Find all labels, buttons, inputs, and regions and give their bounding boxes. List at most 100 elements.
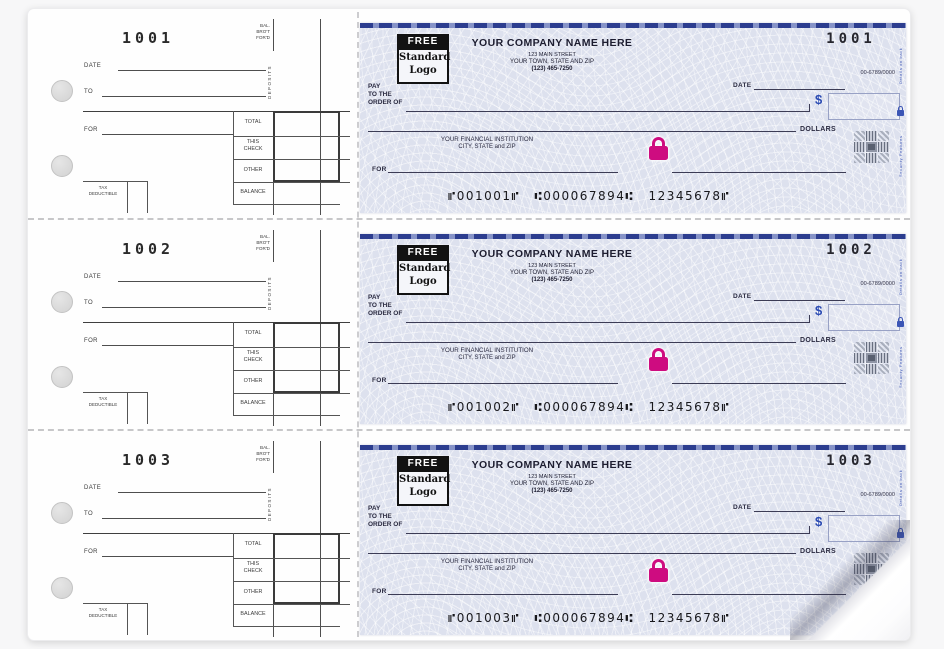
stub-for-line <box>102 123 233 135</box>
stub-perforation-line <box>357 12 359 637</box>
check-top-security-border <box>360 234 906 239</box>
checkbook-page: 1001 DATE TO BAL. BRO'T FOR'D DEPOSITS <box>27 8 911 641</box>
security-edge-column: Details on back Security Features <box>896 242 905 418</box>
pay-to-order-label: PAY TO THE ORDER OF <box>368 83 403 106</box>
check-for-line <box>388 164 618 173</box>
stub-date-line <box>118 270 266 282</box>
punch-hole <box>51 155 73 177</box>
logo-free-label: FREE <box>397 34 449 50</box>
bank-city-state-zip: CITY, STATE and ZIP <box>458 144 516 150</box>
payee-line <box>406 525 809 534</box>
company-name: YOUR COMPANY NAME HERE <box>471 459 633 471</box>
payee-line <box>406 314 809 323</box>
logo-free-label: FREE <box>397 245 449 261</box>
stub-tax-line <box>83 392 147 393</box>
bank-city-state-zip: CITY, STATE and ZIP <box>458 355 516 361</box>
company-street: 123 MAIN STREET <box>528 474 576 480</box>
padlock-icon <box>897 528 905 538</box>
stub-deposits-label: DEPOSITS <box>267 51 280 113</box>
company-city-state-zip: YOUR TOWN, STATE AND ZIP <box>510 59 594 65</box>
bank-name: YOUR FINANCIAL INSTITUTION <box>440 558 534 565</box>
stub-row-line <box>233 558 350 559</box>
page-curl <box>808 538 910 640</box>
pay-to-order-label: PAY TO THE ORDER OF <box>368 294 403 317</box>
security-lock-icon <box>647 559 669 582</box>
amount-words-line <box>368 334 796 343</box>
security-features-label: Security Features <box>898 346 903 388</box>
check: FREE Standard Logo YOUR COMPANY NAME HER… <box>360 23 906 213</box>
stub-row-line <box>233 393 350 394</box>
bank-name: YOUR FINANCIAL INSTITUTION <box>440 136 534 143</box>
check-date-label: DATE <box>733 293 752 300</box>
stub-row-line <box>233 347 350 348</box>
micr-line: ⑈001003⑈ ⑆000067894⑆ 12345678⑈ <box>448 611 731 625</box>
check-for-line <box>388 586 618 595</box>
stub-divider-line <box>83 533 350 534</box>
details-on-back-label: Details on back <box>898 258 903 296</box>
padlock-icon <box>897 106 905 116</box>
stub-tax-tick <box>127 603 128 635</box>
routing-fraction: 00-6789/0000 <box>860 281 895 287</box>
check-top-security-border <box>360 23 906 28</box>
punch-hole <box>51 502 73 524</box>
company-name: YOUR COMPANY NAME HERE <box>471 248 633 260</box>
signature-line <box>672 586 846 595</box>
dollar-sign: $ <box>815 303 823 318</box>
payee-line-end-tick <box>809 104 810 112</box>
security-edge-column: Details on back Security Features <box>896 31 905 207</box>
stub-column-line <box>320 230 321 426</box>
bank-block: YOUR FINANCIAL INSTITUTION CITY, STATE a… <box>407 136 567 150</box>
dollar-sign: $ <box>815 92 823 107</box>
punch-hole <box>51 291 73 313</box>
stub-to-line <box>102 507 266 519</box>
stub-balance-brought-forward-label: BAL. BRO'T FOR'D <box>256 445 270 462</box>
lock-body <box>648 568 668 582</box>
stub-to-line <box>102 296 266 308</box>
stub-tax-line <box>83 603 147 604</box>
check-number: 1003 <box>826 453 876 469</box>
stub-for-label: FOR <box>84 338 98 344</box>
stub-row-line <box>233 370 350 371</box>
check-for-label: FOR <box>372 377 387 384</box>
stub-check-number: 1001 <box>121 29 175 47</box>
stub-balance-brought-forward-label: BAL. BRO'T FOR'D <box>256 234 270 251</box>
stub-row-line <box>233 581 350 582</box>
punch-hole <box>51 80 73 102</box>
stub-total-label: TOTAL <box>244 541 262 547</box>
logo-free-label: FREE <box>397 456 449 472</box>
stub-date-line <box>118 59 266 71</box>
stub-other-label: OTHER <box>243 589 263 595</box>
stub-date-label: DATE <box>84 63 102 69</box>
company-street: 123 MAIN STREET <box>528 263 576 269</box>
amount-box <box>828 304 900 331</box>
stub-balance-brought-forward-label: BAL. BRO'T FOR'D <box>256 23 270 40</box>
stub-amount-box <box>273 533 340 604</box>
details-on-back-label: Details on back <box>898 47 903 85</box>
check-number: 1001 <box>826 31 876 47</box>
stub-tax-deductible-label: TAX DEDUCTIBLE <box>88 607 118 618</box>
stub-amount-box <box>273 111 340 182</box>
payee-line-end-tick <box>809 315 810 323</box>
stub-tax-tick <box>127 181 128 213</box>
payee-line <box>406 103 809 112</box>
punch-hole <box>51 577 73 599</box>
company-name: YOUR COMPANY NAME HERE <box>471 37 633 49</box>
check-unit: 1001 DATE TO BAL. BRO'T FOR'D DEPOSITS <box>28 9 910 220</box>
stub-this-check-label: THIS CHECK <box>243 139 263 152</box>
stub-row-line <box>233 604 350 605</box>
amount-box <box>828 93 900 120</box>
company-city-state-zip: YOUR TOWN, STATE AND ZIP <box>510 270 594 276</box>
company-street: 123 MAIN STREET <box>528 52 576 58</box>
amount-words-line <box>368 545 796 554</box>
stub-amount-box <box>273 322 340 393</box>
check-stub: 1001 DATE TO BAL. BRO'T FOR'D DEPOSITS <box>28 9 358 218</box>
check-date-label: DATE <box>733 504 752 511</box>
company-block: YOUR COMPANY NAME HERE 123 MAIN STREET Y… <box>452 248 652 283</box>
punch-hole <box>51 366 73 388</box>
signature-line <box>672 375 846 384</box>
stub-balance-label: BALANCE <box>240 189 266 195</box>
stub-date-label: DATE <box>84 274 102 280</box>
logo-standard-label: Standard Logo <box>397 50 450 84</box>
dollars-label: DOLLARS <box>800 126 836 133</box>
